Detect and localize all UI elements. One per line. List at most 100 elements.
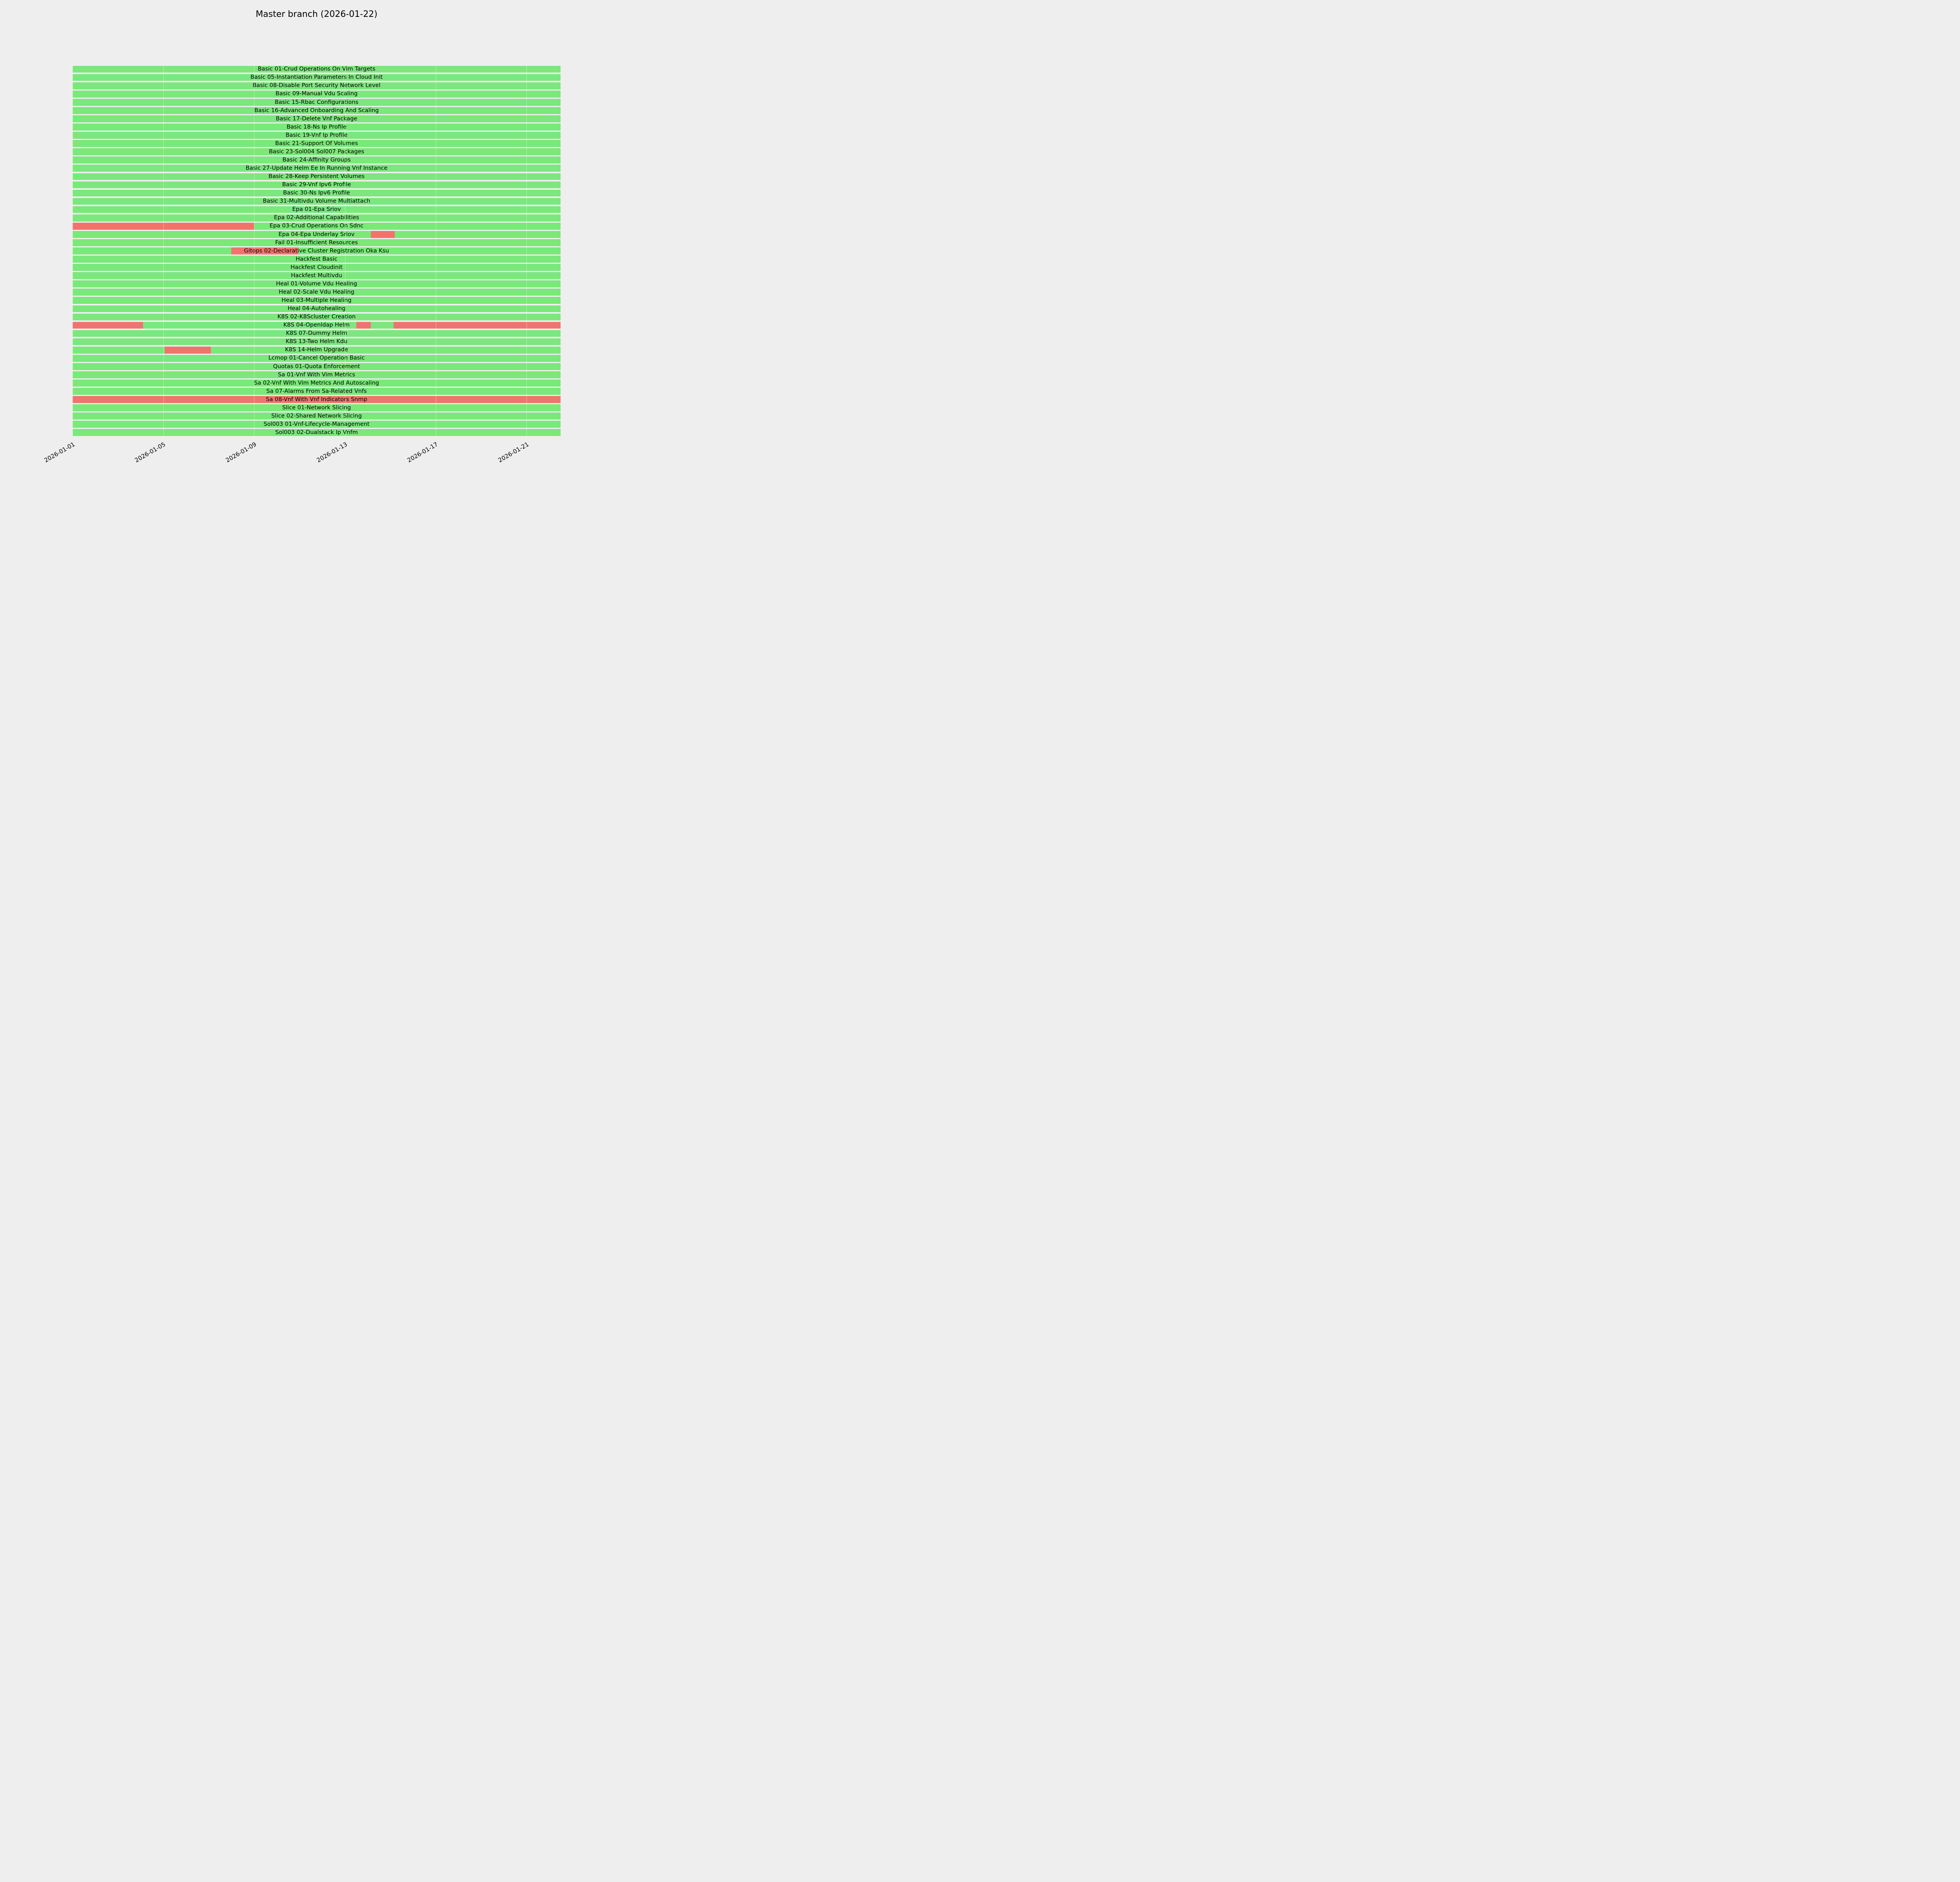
test-label: Basic 27-Update Helm Ee In Running Vnf I… xyxy=(245,165,388,172)
status-bar: Slice 02-Shared Network Slicing xyxy=(73,412,561,420)
status-bar: Sa 07-Alarms From Sa-Related Vnfs xyxy=(73,388,561,395)
status-bar: Basic 01-Crud Operations On Vim Targets xyxy=(73,65,561,73)
x-tick-label: 2026-01-01 xyxy=(43,441,76,464)
x-tick-label: 2026-01-13 xyxy=(315,441,348,464)
test-label: Quotas 01-Quota Enforcement xyxy=(273,363,360,370)
fail-segment xyxy=(164,346,211,354)
status-bar: Heal 02-Scale Vdu Healing xyxy=(73,289,561,296)
test-row: Epa 04-Epa Underlay Sriov xyxy=(73,230,561,238)
test-row: Basic 31-Multivdu Volume Multiattach xyxy=(73,197,561,205)
test-row: Sol003 01-Vnf-Lifecycle-Management xyxy=(73,420,561,429)
test-label: Sa 02-Vnf With Vim Metrics And Autoscali… xyxy=(254,380,379,386)
test-row: K8S 14-Helm Upgrade xyxy=(73,346,561,354)
test-row: Epa 02-Additional Capabilities xyxy=(73,214,561,222)
test-label: K8S 07-Dummy Helm xyxy=(286,330,347,337)
test-label: Basic 05-Instantiation Parameters In Clo… xyxy=(250,74,383,81)
test-row: Heal 01-Volume Vdu Healing xyxy=(73,280,561,288)
test-label: Slice 01-Network Slicing xyxy=(282,404,351,411)
status-bar: Basic 15-Rbac Configurations xyxy=(73,98,561,106)
status-bar: Basic 08-Disable Port Security Network L… xyxy=(73,82,561,89)
test-label: Gitops 02-Declarative Cluster Registrati… xyxy=(244,247,389,254)
test-label: Basic 30-Ns Ipv6 Profile xyxy=(283,190,350,196)
status-bar: Sa 01-Vnf With Vim Metrics xyxy=(73,371,561,378)
fail-segment xyxy=(231,247,299,254)
test-label: Basic 19-Vnf Ip Profile xyxy=(285,132,348,138)
test-row: Slice 01-Network Slicing xyxy=(73,404,561,412)
status-bar: Sol003 01-Vnf-Lifecycle-Management xyxy=(73,421,561,428)
status-bar: Epa 04-Epa Underlay Sriov xyxy=(73,231,561,238)
test-row: Fail 01-Insufficient Resources xyxy=(73,238,561,247)
test-row: Epa 03-Crud Operations On Sdnc xyxy=(73,222,561,230)
test-label: Hackfest Basic xyxy=(296,256,338,262)
test-row: Basic 19-Vnf Ip Profile xyxy=(73,131,561,140)
test-label: Basic 15-Rbac Configurations xyxy=(274,99,359,105)
test-row: Basic 24-Affinity Groups xyxy=(73,156,561,164)
test-label: Fail 01-Insufficient Resources xyxy=(275,239,358,246)
test-row: Basic 17-Delete Vnf Package xyxy=(73,114,561,123)
test-row: K8S 02-K8Scluster Creation xyxy=(73,313,561,321)
test-label: Basic 21-Support Of Volumes xyxy=(275,140,358,147)
status-bar: Quotas 01-Quota Enforcement xyxy=(73,363,561,370)
status-bar: Basic 28-Keep Persistent Volumes xyxy=(73,173,561,180)
test-row: Basic 15-Rbac Configurations xyxy=(73,98,561,106)
test-label: Epa 02-Additional Capabilities xyxy=(274,214,359,221)
test-label: Basic 01-Crud Operations On Vim Targets xyxy=(258,66,376,73)
fail-segment xyxy=(371,231,395,238)
test-label: Basic 29-Vnf Ipv6 Profile xyxy=(282,182,351,188)
test-row: K8S 07-Dummy Helm xyxy=(73,329,561,338)
test-row: Basic 23-Sol004 Sol007 Packages xyxy=(73,148,561,156)
fail-segment xyxy=(73,322,143,329)
test-row: Sa 08-Vnf With Vnf Indicators Snmp xyxy=(73,396,561,404)
test-label: Sol003 02-Dualstack Ip Vnfm xyxy=(275,429,358,436)
status-bar: Basic 27-Update Helm Ee In Running Vnf I… xyxy=(73,165,561,172)
test-row: Sa 07-Alarms From Sa-Related Vnfs xyxy=(73,387,561,395)
test-label: Sa 07-Alarms From Sa-Related Vnfs xyxy=(266,388,367,394)
x-tick-label: 2026-01-21 xyxy=(497,441,530,464)
fail-segment xyxy=(394,322,561,329)
status-bar: Heal 01-Volume Vdu Healing xyxy=(73,280,561,287)
test-label: Heal 03-Multiple Healing xyxy=(281,297,352,304)
test-label: Epa 01-Epa Sriov xyxy=(292,206,341,213)
status-bar: Basic 31-Multivdu Volume Multiattach xyxy=(73,198,561,205)
status-bar: Sa 02-Vnf With Vim Metrics And Autoscali… xyxy=(73,380,561,387)
test-row: Hackfest Basic xyxy=(73,255,561,263)
test-row: Hackfest Cloudinit xyxy=(73,263,561,272)
test-row: Basic 21-Support Of Volumes xyxy=(73,140,561,148)
test-row: Basic 09-Manual Vdu Scaling xyxy=(73,90,561,98)
test-row: Lcmop 01-Cancel Operation Basic xyxy=(73,354,561,362)
test-label: Sol003 01-Vnf-Lifecycle-Management xyxy=(263,421,370,427)
test-label: Heal 01-Volume Vdu Healing xyxy=(276,280,357,287)
test-label: Basic 17-Delete Vnf Package xyxy=(276,115,358,122)
test-label: K8S 13-Two Helm Kdu xyxy=(285,338,348,345)
test-row: Sa 02-Vnf With Vim Metrics And Autoscali… xyxy=(73,379,561,387)
status-bar: Basic 16-Advanced Onboarding And Scaling xyxy=(73,107,561,114)
status-bar: Gitops 02-Declarative Cluster Registrati… xyxy=(73,247,561,254)
status-bar: Basic 09-Manual Vdu Scaling xyxy=(73,90,561,98)
figure: Master branch (2026-01-22) Basic 01-Crud… xyxy=(0,0,606,538)
fail-segment xyxy=(73,396,561,403)
plot-area: Basic 01-Crud Operations On Vim Targets B… xyxy=(73,65,561,437)
test-row: Basic 05-Instantiation Parameters In Clo… xyxy=(73,73,561,82)
status-bar: Basic 19-Vnf Ip Profile xyxy=(73,132,561,139)
test-label: Slice 02-Shared Network Slicing xyxy=(271,412,362,419)
status-bar: Heal 04-Autohealing xyxy=(73,305,561,312)
status-bar: Sol003 02-Dualstack Ip Vnfm xyxy=(73,429,561,436)
test-label: Basic 28-Keep Persistent Volumes xyxy=(269,173,365,180)
test-label: Basic 09-Manual Vdu Scaling xyxy=(275,91,358,97)
test-label: Sa 01-Vnf With Vim Metrics xyxy=(278,371,355,378)
test-label: Epa 04-Epa Underlay Sriov xyxy=(278,231,355,238)
x-tick-label: 2026-01-17 xyxy=(406,441,439,464)
fail-segment xyxy=(73,222,254,230)
status-bar: Hackfest Basic xyxy=(73,256,561,263)
test-row: K8S 04-Openldap Helm xyxy=(73,321,561,329)
status-bar: Sa 08-Vnf With Vnf Indicators Snmp xyxy=(73,396,561,403)
status-bar: Heal 03-Multiple Healing xyxy=(73,297,561,304)
test-label: Lcmop 01-Cancel Operation Basic xyxy=(268,355,365,362)
test-row: K8S 13-Two Helm Kdu xyxy=(73,338,561,346)
status-bar: Basic 23-Sol004 Sol007 Packages xyxy=(73,148,561,155)
status-bar: K8S 02-K8Scluster Creation xyxy=(73,313,561,321)
test-label: Basic 23-Sol004 Sol007 Packages xyxy=(269,148,365,155)
status-bar: Basic 29-Vnf Ipv6 Profile xyxy=(73,181,561,189)
test-row: Basic 28-Keep Persistent Volumes xyxy=(73,173,561,181)
status-bar: K8S 13-Two Helm Kdu xyxy=(73,338,561,345)
